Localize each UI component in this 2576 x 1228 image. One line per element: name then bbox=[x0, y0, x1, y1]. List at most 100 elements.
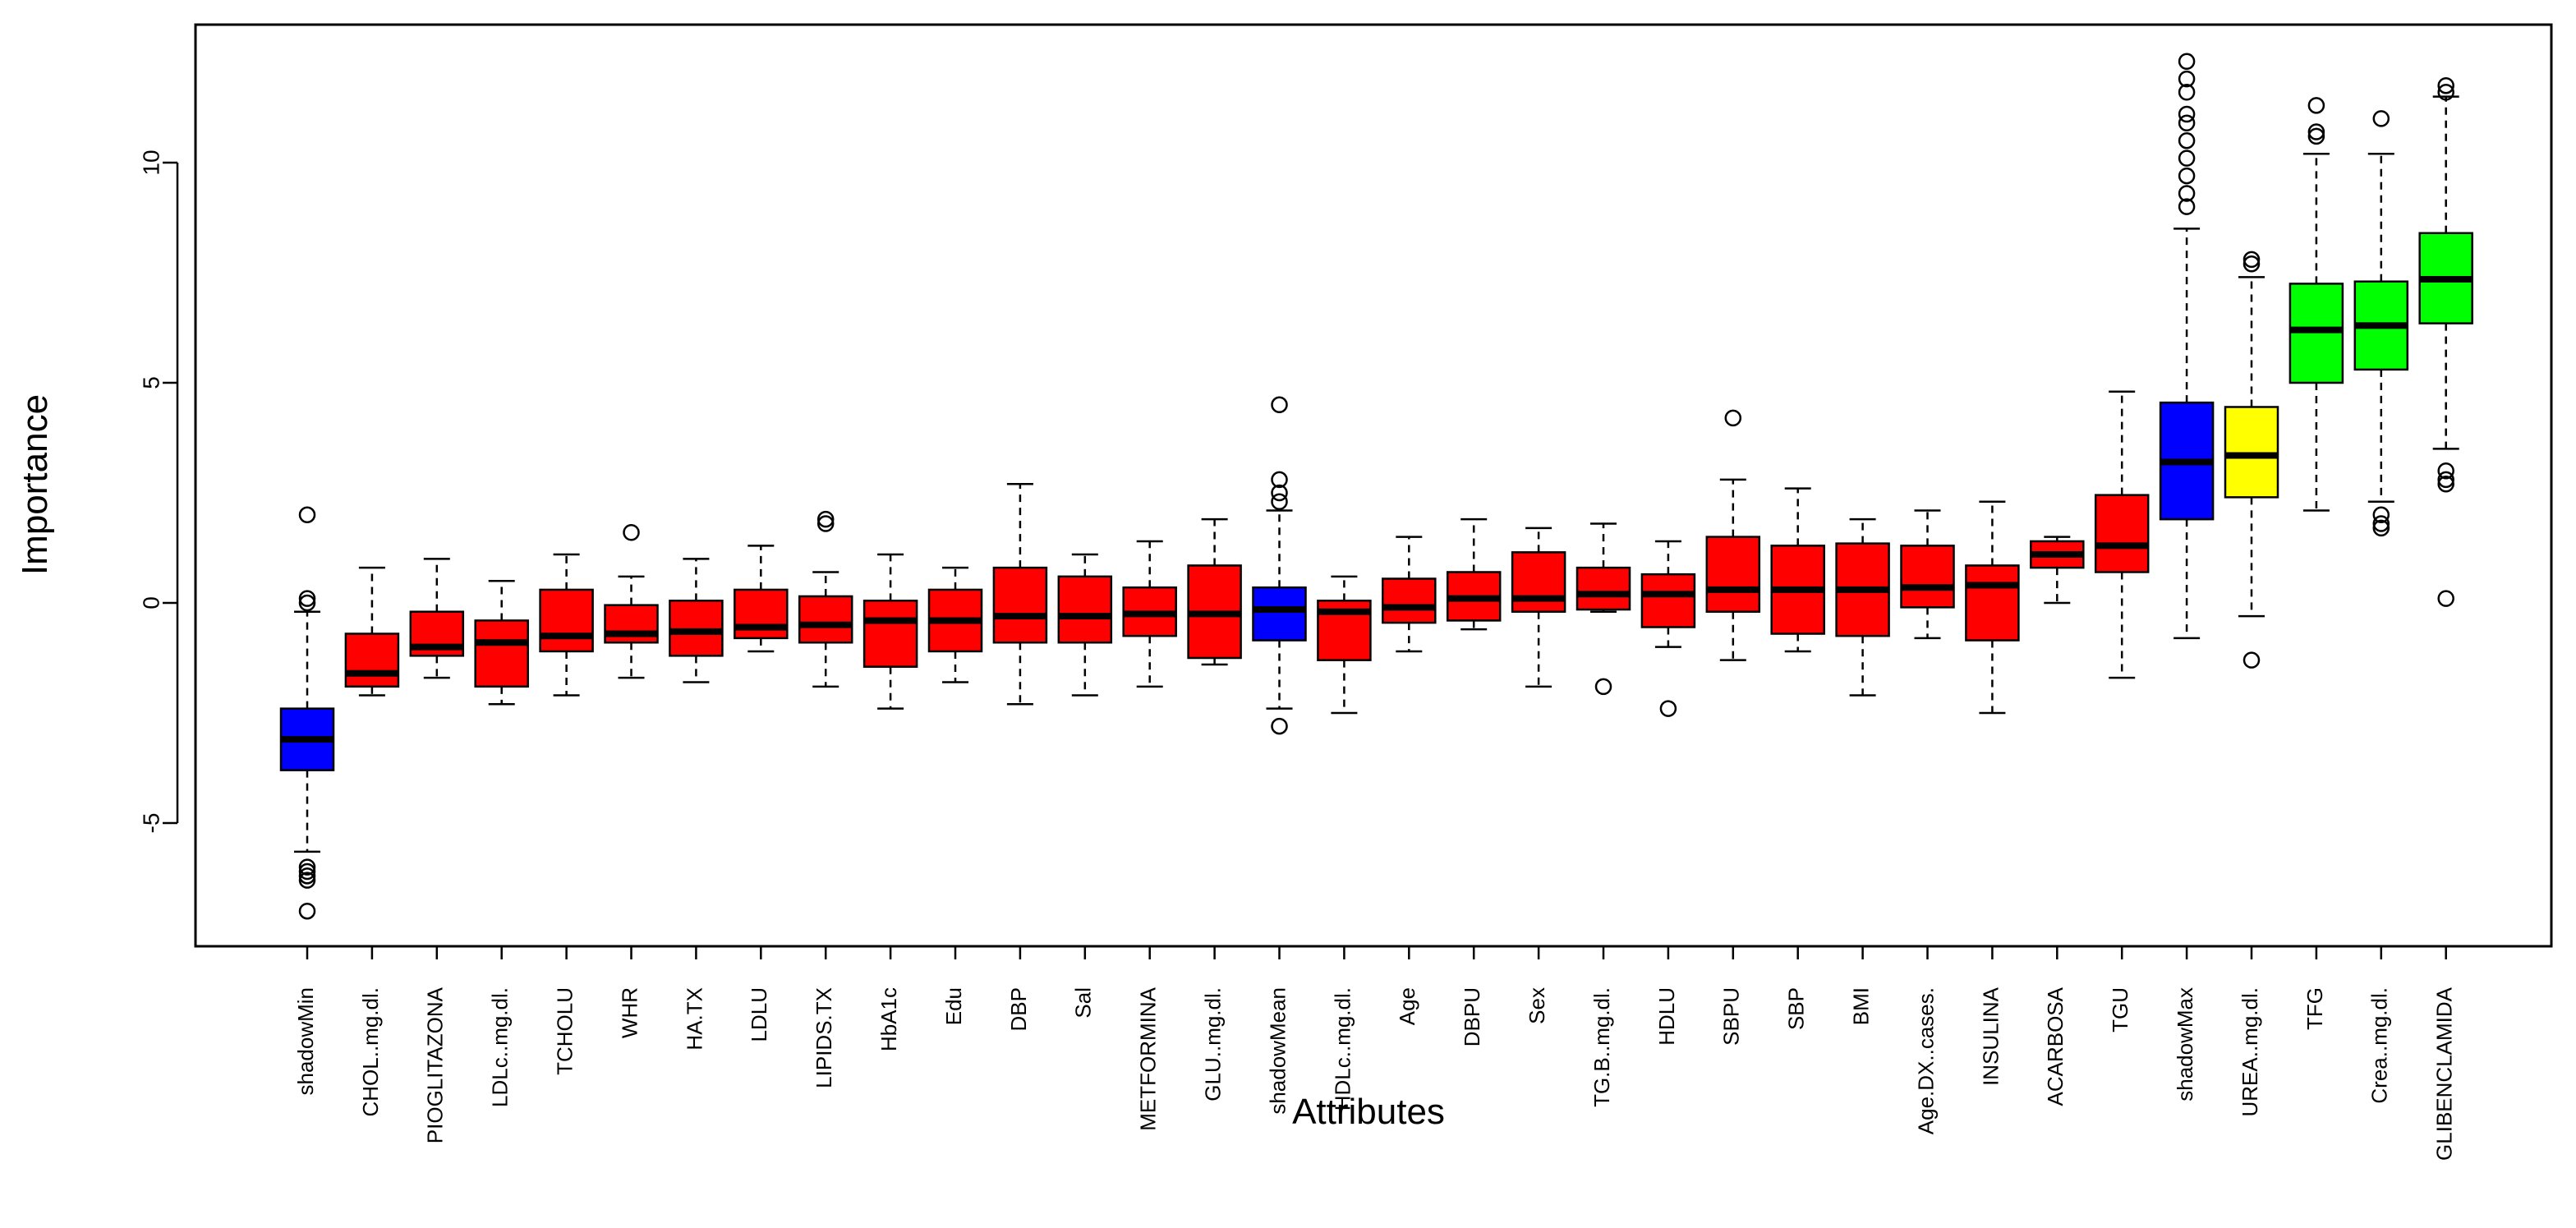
outlier-point bbox=[1271, 471, 1288, 489]
outlier-point bbox=[2178, 198, 2196, 215]
x-tick-label: PIOGLITAZONA bbox=[423, 987, 448, 1143]
x-tick-label: shadowMax bbox=[2173, 987, 2197, 1102]
x-tick-label: METFORMINA bbox=[1136, 987, 1161, 1130]
iqr-box bbox=[798, 595, 853, 644]
x-tick-label: LDLc..mg.dl. bbox=[488, 987, 513, 1107]
x-tick-label: ACARBOSA bbox=[2043, 987, 2068, 1106]
iqr-box bbox=[1252, 586, 1307, 642]
x-tick-label: shadowMean bbox=[1265, 987, 1290, 1115]
outlier-point bbox=[2307, 123, 2325, 140]
iqr-box bbox=[474, 619, 529, 688]
outlier-point bbox=[1271, 717, 1288, 735]
outlier-point bbox=[816, 510, 835, 528]
iqr-box bbox=[1640, 573, 1696, 628]
box-bmi bbox=[1835, 517, 1890, 697]
box-sbp bbox=[1770, 487, 1825, 653]
x-tick-label: TG.B..mg.dl. bbox=[1589, 987, 1614, 1107]
box-hba1c bbox=[862, 553, 918, 710]
outlier-point bbox=[1594, 678, 1612, 696]
outlier-point bbox=[1659, 700, 1677, 717]
plot-layer bbox=[279, 53, 2473, 920]
x-tick-label: GLU..mg.dl. bbox=[1200, 987, 1225, 1102]
outlier-point bbox=[2437, 462, 2454, 480]
outlier-point bbox=[2307, 127, 2325, 145]
outlier-point bbox=[298, 858, 316, 876]
outlier-point bbox=[2178, 53, 2196, 70]
x-tick-label: CHOL..mg.dl. bbox=[358, 987, 383, 1117]
outlier-point bbox=[2178, 83, 2196, 101]
iqr-box bbox=[734, 588, 789, 640]
box-age bbox=[1382, 536, 1437, 653]
outlier-point bbox=[2372, 519, 2390, 537]
box-tfg bbox=[2288, 97, 2344, 512]
x-tick-label: INSULINA bbox=[1978, 987, 2003, 1086]
box-ldlu bbox=[734, 545, 789, 653]
x-tick-label: Age.DX..cases. bbox=[1913, 987, 1938, 1134]
x-tick-label: Edu bbox=[941, 987, 966, 1025]
x-tick-label: HDLU bbox=[1654, 987, 1679, 1046]
box-sex bbox=[1511, 527, 1566, 688]
outlier-point bbox=[1724, 409, 1742, 427]
x-tick-label: TCHOLU bbox=[552, 987, 577, 1075]
iqr-box bbox=[1900, 545, 1955, 609]
x-tick-label: SBPU bbox=[1719, 987, 1744, 1046]
outlier-point bbox=[2178, 167, 2196, 185]
outlier-point bbox=[2178, 131, 2196, 149]
box-ldlc-mg-dl bbox=[474, 579, 529, 706]
outlier-point bbox=[298, 506, 316, 524]
x-tick-label: UREA..mg.dl. bbox=[2238, 987, 2262, 1117]
x-tick-label: HDLc..mg.dl. bbox=[1330, 987, 1355, 1111]
outlier-point bbox=[298, 872, 316, 889]
box-metformina bbox=[1122, 540, 1177, 688]
outlier-point bbox=[298, 590, 316, 607]
outlier-point bbox=[298, 862, 316, 881]
x-tick-label: Sal bbox=[1071, 987, 1096, 1019]
box-ha-tx bbox=[669, 558, 724, 683]
box-age-dx-cases bbox=[1900, 509, 1955, 640]
y-tick-label: 5 bbox=[138, 376, 163, 389]
iqr-box bbox=[1382, 577, 1437, 624]
outlier-point bbox=[2178, 185, 2196, 202]
x-tick-label: DBPU bbox=[1460, 987, 1484, 1046]
x-tick-label: Crea..mg.dl. bbox=[2367, 987, 2392, 1104]
box-shadowmin bbox=[279, 506, 335, 920]
box-shadowmax bbox=[2159, 53, 2215, 640]
box-edu bbox=[927, 566, 983, 683]
x-tick-label: SBP bbox=[1784, 987, 1809, 1030]
iqr-box bbox=[1965, 564, 2020, 642]
iqr-box bbox=[344, 632, 400, 688]
outlier-point bbox=[298, 867, 316, 885]
iqr-box bbox=[992, 566, 1048, 644]
x-tick-label: Age bbox=[1395, 987, 1419, 1025]
outlier-point bbox=[2372, 515, 2390, 532]
x-tick-label: LDLU bbox=[747, 987, 771, 1042]
outlier-point bbox=[2372, 506, 2390, 524]
x-tick-label: TGU bbox=[2108, 987, 2132, 1033]
box-pioglitazona bbox=[409, 558, 465, 679]
box-dbp bbox=[992, 483, 1048, 706]
x-tick-label: TFG bbox=[2302, 987, 2327, 1030]
outlier-point bbox=[1271, 493, 1288, 510]
box-tg-b-mg-dl bbox=[1576, 522, 1631, 696]
iqr-box bbox=[1511, 551, 1566, 613]
x-tick-label: LIPIDS.TX bbox=[812, 987, 836, 1088]
x-tick-label: HbA1c bbox=[876, 987, 901, 1051]
y-tick-label: 10 bbox=[138, 149, 163, 175]
x-tick-label: Sex bbox=[1525, 987, 1549, 1024]
outlier-point bbox=[2437, 76, 2454, 94]
outlier-point bbox=[2242, 651, 2261, 669]
box-hdlc-mg-dl bbox=[1317, 575, 1372, 715]
outlier-point bbox=[2178, 149, 2196, 167]
box-sbpu bbox=[1705, 409, 1761, 661]
box-chol-mg-dl bbox=[344, 566, 400, 697]
outlier-point bbox=[298, 594, 316, 612]
box-sal bbox=[1057, 553, 1113, 697]
outlier-point bbox=[2178, 105, 2196, 123]
box-insulina bbox=[1965, 500, 2020, 715]
box-glu-mg-dl bbox=[1187, 517, 1242, 666]
outlier-point bbox=[2307, 97, 2325, 114]
iqr-box bbox=[1057, 575, 1113, 644]
iqr-box bbox=[1576, 566, 1631, 611]
outlier-point bbox=[2178, 70, 2196, 88]
x-axis-label: Attributes bbox=[1292, 1092, 1445, 1132]
